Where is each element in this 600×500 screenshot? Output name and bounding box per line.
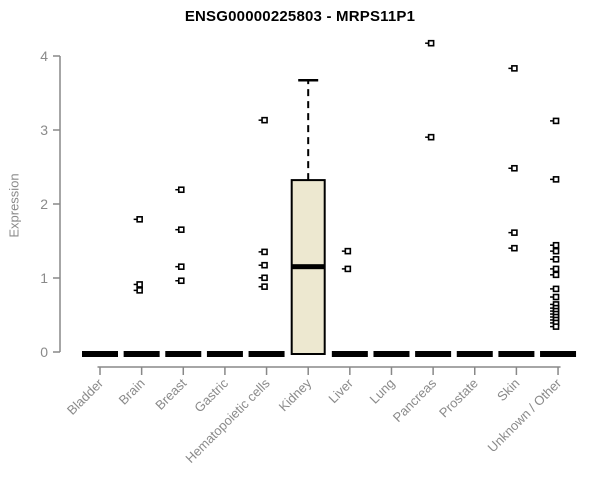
outlier-point (511, 244, 518, 252)
y-tick-label: 4 (40, 48, 48, 64)
outlier-point (177, 186, 185, 194)
collapsed-boxplot-gastric (206, 351, 243, 357)
x-tick-label: Prostate (436, 376, 481, 421)
y-tick-label: 0 (40, 344, 48, 360)
outlier-point (177, 277, 185, 285)
outlier-point (344, 265, 352, 273)
x-tick-label: Gastric (191, 375, 231, 415)
y-tick-label: 2 (40, 196, 48, 212)
outlier-point (177, 263, 185, 270)
outlier-point (427, 39, 435, 47)
x-tick-label: Bladder (64, 375, 107, 418)
x-tick-label: Lung (367, 376, 398, 407)
outlier-point (552, 117, 560, 125)
outlier-point (552, 293, 560, 301)
collapsed-boxplot-liver (331, 351, 368, 357)
chart-title: ENSG00000225803 - MRPS11P1 (184, 8, 416, 25)
outlier-point (552, 241, 560, 249)
collapsed-boxplot-unknown---other (540, 351, 577, 357)
collapsed-boxplot-lung (373, 351, 410, 357)
collapsed-boxplot-skin (498, 351, 535, 357)
outlier-point (261, 116, 268, 124)
outlier-point (136, 281, 143, 288)
outlier-point (552, 176, 560, 183)
outlier-point (344, 247, 352, 255)
outlier-point (552, 255, 560, 263)
outlier-point (427, 133, 435, 141)
outlier-point (136, 216, 143, 223)
outlier-point (511, 229, 518, 236)
outlier-point (261, 261, 268, 269)
outlier-point (552, 247, 560, 255)
x-tick-label: Pancreas (390, 375, 440, 425)
y-tick-label: 1 (40, 270, 48, 286)
y-tick-label: 3 (40, 122, 48, 138)
outlier-point (552, 285, 560, 293)
collapsed-boxplot-breast (165, 351, 202, 357)
x-tick-label: Breast (152, 375, 189, 412)
collapsed-boxplot-hematopoietic-cells (248, 351, 285, 357)
outlier-point (136, 287, 143, 294)
collapsed-boxplot-pancreas (415, 351, 452, 357)
collapsed-boxplot-bladder (82, 351, 118, 357)
x-tick-label: Unknown / Other (485, 375, 565, 455)
outlier-point (261, 274, 268, 282)
outlier-point (177, 226, 185, 233)
collapsed-boxplot-prostate (456, 351, 493, 357)
x-tick-label: Kidney (276, 375, 315, 414)
outlier-point (552, 323, 560, 330)
boxplot-kidney-median (291, 264, 325, 270)
x-tick-label: Skin (494, 376, 522, 404)
outlier-point (511, 65, 518, 72)
outlier-point (261, 283, 268, 290)
x-tick-label: Brain (116, 376, 148, 408)
outlier-point (552, 265, 560, 273)
outlier-point (552, 271, 560, 279)
outlier-point (261, 248, 268, 256)
collapsed-boxplot-brain (123, 351, 160, 357)
x-tick-label: Liver (325, 375, 356, 406)
outlier-point (511, 164, 518, 172)
